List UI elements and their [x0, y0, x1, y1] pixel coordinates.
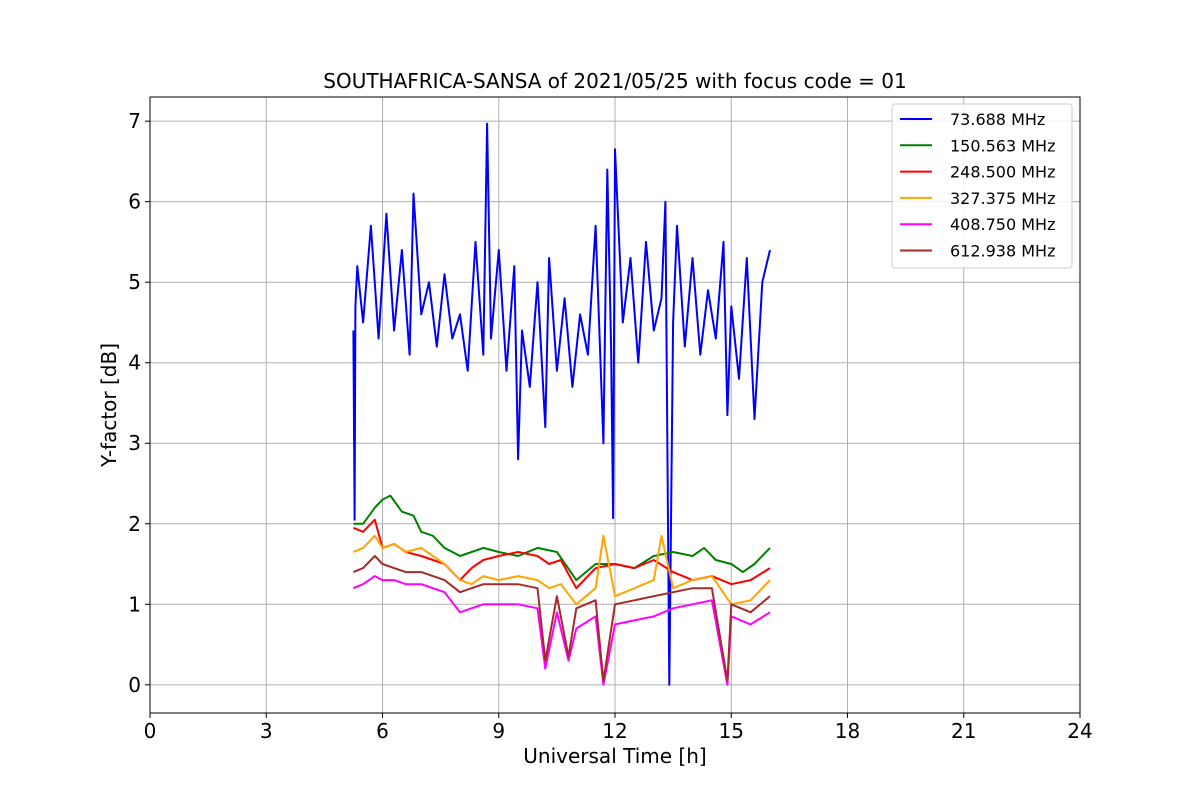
y-tick-label: 5: [128, 270, 141, 294]
series-line-0: [352, 122, 771, 686]
series-line-3: [353, 534, 771, 606]
series-line-4: [353, 575, 771, 686]
x-tick-label: 18: [835, 719, 860, 743]
legend-label: 327.375 MHz: [950, 189, 1055, 208]
y-tick-label: 2: [128, 512, 141, 536]
y-tick-label: 3: [128, 431, 141, 455]
chart-title: SOUTHAFRICA-SANSA of 2021/05/25 with foc…: [323, 69, 907, 93]
legend-label: 73.688 MHz: [950, 110, 1045, 129]
x-tick-label: 15: [719, 719, 744, 743]
y-axis-label: Y-factor [dB]: [97, 343, 121, 468]
series-line-1: [353, 494, 771, 582]
x-axis-label: Universal Time [h]: [523, 744, 706, 768]
y-tick-label: 0: [128, 673, 141, 697]
legend: 73.688 MHz 150.563 MHz 248.500 MHz 327.375 …: [891, 103, 1073, 269]
x-tick-label: 3: [260, 719, 273, 743]
y-tick-label: 1: [128, 592, 141, 616]
legend-box: [891, 103, 1073, 269]
y-tick-label: 4: [128, 351, 141, 375]
plot-area: [352, 122, 771, 686]
y-tick-label: 7: [128, 109, 141, 133]
legend-label: 248.500 MHz: [950, 163, 1055, 182]
x-axis: 0 3 6 9 12 15 18 21 24: [144, 713, 1093, 743]
y-tick-label: 6: [128, 190, 141, 214]
legend-label: 150.563 MHz: [950, 136, 1055, 155]
x-tick-label: 12: [602, 719, 627, 743]
x-tick-label: 9: [492, 719, 505, 743]
x-tick-label: 6: [376, 719, 389, 743]
x-tick-label: 21: [951, 719, 976, 743]
x-tick-label: 24: [1067, 719, 1092, 743]
legend-label: 612.938 MHz: [950, 242, 1055, 261]
series-line-5: [353, 555, 771, 682]
x-tick-label: 0: [144, 719, 157, 743]
y-axis: 0 1 2 3 4 5 6 7: [128, 109, 150, 697]
legend-label: 408.750 MHz: [950, 215, 1055, 234]
